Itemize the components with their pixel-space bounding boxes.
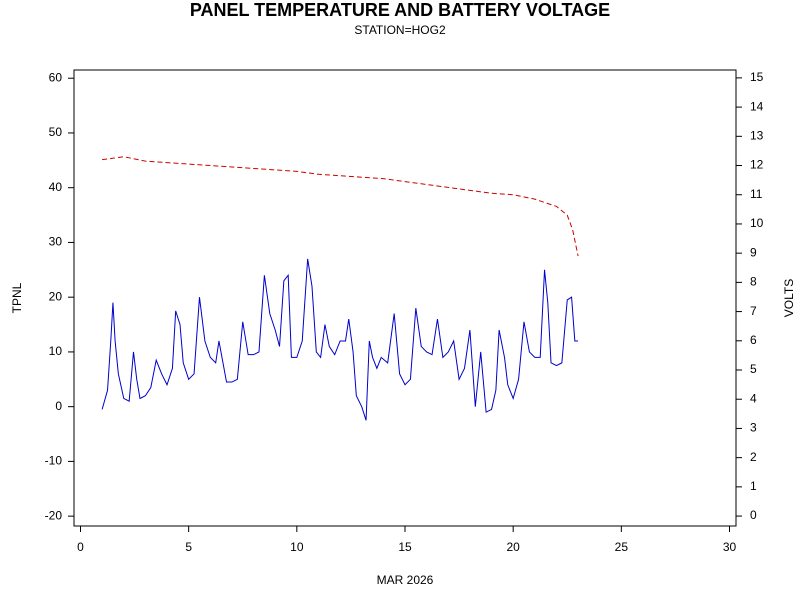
y2-tick-label: 11 xyxy=(750,187,763,201)
y-tick-label: 10 xyxy=(49,344,63,358)
y2-tick-label: 8 xyxy=(750,275,757,289)
x-tick-label: 25 xyxy=(615,540,629,554)
plot-frame xyxy=(73,69,737,527)
y2-tick-label: 0 xyxy=(750,508,757,522)
series-line xyxy=(102,156,579,257)
y2-tick-label: 2 xyxy=(750,450,757,464)
x-tick-label: 20 xyxy=(506,540,520,554)
y2-axis-label: VOLTS xyxy=(782,279,796,317)
chart-subtitle: STATION=HOG2 xyxy=(354,23,446,37)
y-tick-label: 30 xyxy=(49,235,63,249)
chart-title: PANEL TEMPERATURE AND BATTERY VOLTAGE xyxy=(190,0,610,20)
y2-tick-label: 3 xyxy=(750,421,757,435)
y2-tick-label: 6 xyxy=(750,333,757,347)
y-tick-label: 40 xyxy=(49,180,63,194)
x-axis-label: MAR 2026 xyxy=(377,573,434,587)
y-tick-label: 50 xyxy=(49,125,63,139)
y2-tick-label: 14 xyxy=(750,99,764,113)
x-tick-label: 30 xyxy=(723,540,737,554)
x-tick-label: 10 xyxy=(290,540,304,554)
x-tick-label: 5 xyxy=(185,540,192,554)
y2-tick-label: 13 xyxy=(750,128,764,142)
y2-tick-label: 1 xyxy=(750,479,757,493)
y2-tick-label: 10 xyxy=(750,216,764,230)
series-line xyxy=(101,258,579,421)
y2-tick-label: 15 xyxy=(750,70,764,84)
y2-tick-label: 9 xyxy=(750,245,757,259)
y-axis-label: TPNL xyxy=(10,282,24,313)
x-tick-label: 0 xyxy=(77,540,84,554)
y-tick-label: 20 xyxy=(49,289,63,303)
y-tick-label: 0 xyxy=(55,399,62,413)
y-tick-label: 60 xyxy=(49,70,63,84)
y-tick-label: -20 xyxy=(45,508,63,522)
y2-tick-label: 7 xyxy=(750,304,757,318)
y-tick-label: -10 xyxy=(45,454,63,468)
y2-tick-label: 12 xyxy=(750,158,764,172)
x-tick-label: 15 xyxy=(398,540,412,554)
y2-tick-label: 5 xyxy=(750,362,757,376)
y2-tick-label: 4 xyxy=(750,391,757,405)
